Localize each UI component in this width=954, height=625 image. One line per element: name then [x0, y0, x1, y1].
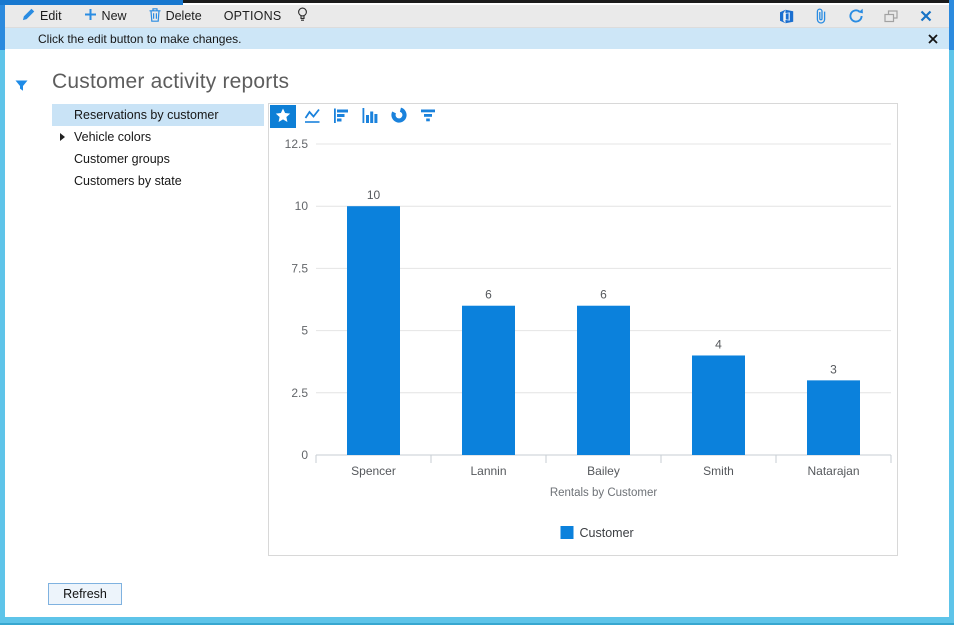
- svg-text:3: 3: [830, 362, 837, 376]
- refresh-button[interactable]: Refresh: [48, 583, 122, 605]
- window-border-bottom: [0, 617, 954, 625]
- notification-close-icon[interactable]: [928, 33, 938, 44]
- window-border-right: [949, 0, 954, 625]
- svg-text:0: 0: [301, 448, 308, 462]
- svg-text:Natarajan: Natarajan: [807, 464, 859, 478]
- edit-button-label: Edit: [40, 9, 62, 23]
- column-chart-icon: [362, 107, 378, 126]
- star-icon: [275, 108, 291, 126]
- chart-type-funnel-button[interactable]: [415, 105, 441, 128]
- chart-type-pie-button[interactable]: [386, 105, 412, 128]
- pie-chart-icon: [391, 107, 407, 126]
- svg-text:Rentals by Customer: Rentals by Customer: [550, 487, 658, 499]
- new-button[interactable]: New: [84, 8, 127, 24]
- svg-text:4: 4: [715, 337, 722, 351]
- chart-type-column-button[interactable]: [357, 105, 383, 128]
- popout-icon[interactable]: [882, 7, 900, 25]
- window-top-edge: [183, 0, 949, 3]
- window-border-right-top: [949, 0, 954, 50]
- filter-funnel-icon: [15, 79, 28, 97]
- tips-button[interactable]: [297, 7, 308, 26]
- options-menu[interactable]: OPTIONS: [224, 9, 282, 23]
- svg-text:Bailey: Bailey: [587, 464, 620, 478]
- svg-text:10: 10: [295, 199, 309, 213]
- svg-text:7.5: 7.5: [291, 261, 308, 275]
- line-chart-icon: [304, 108, 320, 126]
- hbar-chart-icon: [333, 108, 349, 126]
- svg-text:6: 6: [600, 288, 607, 302]
- report-item-label: Vehicle colors: [74, 130, 152, 144]
- office-icon[interactable]: [777, 7, 795, 25]
- chart-type-hbar-button[interactable]: [328, 105, 354, 128]
- report-item-vehicle-colors[interactable]: Vehicle colors: [52, 126, 264, 148]
- notification-bar: Click the edit button to make changes.: [5, 28, 949, 49]
- report-item-label: Reservations by customer: [74, 108, 219, 122]
- new-button-label: New: [101, 9, 127, 23]
- close-icon[interactable]: [917, 7, 935, 25]
- svg-text:Customer: Customer: [580, 526, 634, 540]
- delete-button-label: Delete: [165, 9, 202, 23]
- chart-type-favorite-button[interactable]: [270, 105, 296, 128]
- window-border-left-top: [0, 0, 5, 50]
- funnel-icon: [420, 108, 436, 126]
- edit-button[interactable]: Edit: [22, 8, 62, 24]
- svg-text:Lannin: Lannin: [470, 464, 506, 478]
- toolbar-right-icons: [777, 7, 935, 25]
- report-item-label: Customers by state: [74, 174, 182, 188]
- svg-text:Smith: Smith: [703, 464, 734, 478]
- window-border-left: [0, 0, 5, 625]
- svg-text:5: 5: [301, 324, 308, 338]
- refresh-icon[interactable]: [847, 7, 865, 25]
- command-toolbar: Edit New Delete OPTIONS: [5, 5, 949, 28]
- window-top-accent-bar: [0, 0, 183, 5]
- delete-button[interactable]: Delete: [149, 7, 202, 25]
- options-menu-label: OPTIONS: [223, 9, 282, 23]
- chart-type-line-button[interactable]: [299, 105, 325, 128]
- expand-arrow-icon[interactable]: [60, 133, 65, 141]
- trash-icon: [149, 7, 161, 25]
- svg-text:Spencer: Spencer: [351, 464, 396, 478]
- plus-icon: [84, 8, 97, 24]
- lightbulb-icon: [297, 7, 308, 26]
- paperclip-icon[interactable]: [812, 7, 830, 25]
- svg-text:12.5: 12.5: [285, 137, 309, 151]
- report-item-customers-by-state[interactable]: Customers by state: [52, 170, 264, 192]
- svg-text:6: 6: [485, 288, 492, 302]
- report-item-label: Customer groups: [74, 152, 170, 166]
- report-item-customer-groups[interactable]: Customer groups: [52, 148, 264, 170]
- chart-type-toolbar: [270, 105, 441, 128]
- report-item-reservations-by-customer[interactable]: Reservations by customer: [52, 104, 264, 126]
- bar-chart-svg: 0 2.5 5 7.5 10 12.5 10 Spencer 6 Lannin 6 Bailey 4 Sm…: [285, 137, 892, 540]
- page-title: Customer activity reports: [52, 70, 290, 93]
- svg-text:2.5: 2.5: [291, 386, 308, 400]
- pencil-icon: [22, 8, 35, 24]
- svg-text:10: 10: [367, 188, 381, 202]
- report-list: Reservations by customer Vehicle colors …: [52, 104, 264, 192]
- notification-message: Click the edit button to make changes.: [38, 31, 242, 46]
- chart-panel: 0 2.5 5 7.5 10 12.5 10 Spencer 6 Lannin 6 Bailey 4 Sm…: [268, 103, 898, 556]
